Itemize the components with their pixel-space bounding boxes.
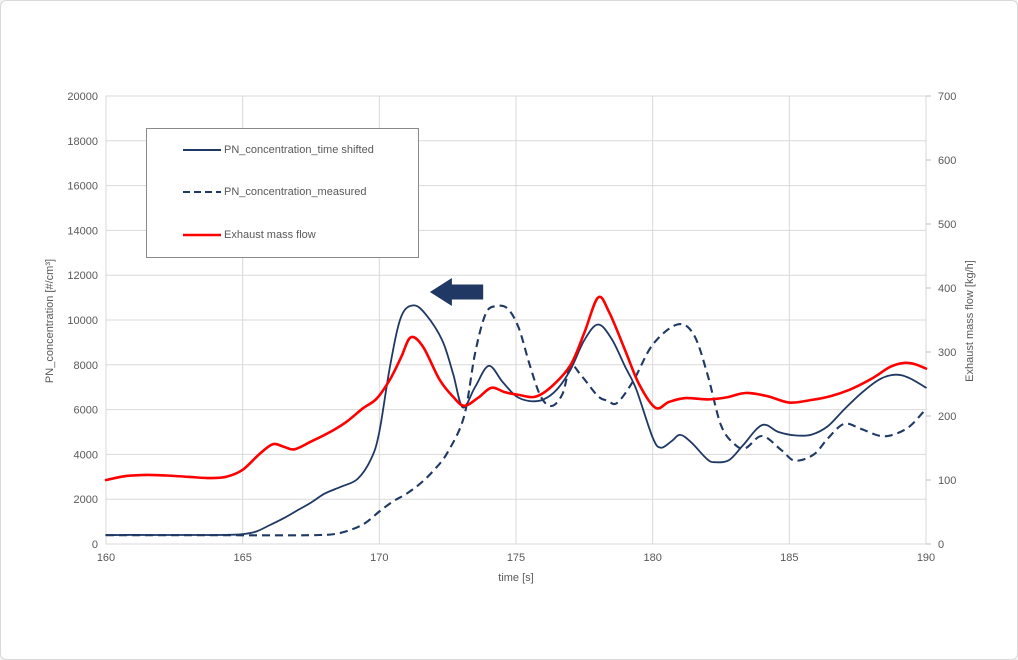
y-right-tick-label: 600 [938,155,956,167]
y-right-tick-label: 100 [938,475,956,487]
y-left-tick-label: 2000 [74,494,98,506]
left-axis-title: PN_concentration [#/cm³] [44,258,56,384]
legend-solid-line-icon [183,233,221,237]
series-line-1 [106,304,927,537]
y-left-tick-label: 16000 [67,181,98,193]
y-left-tick-label: 4000 [74,449,98,461]
x-tick-label: 170 [370,552,388,564]
legend-label: PN_concentration_time shifted [224,144,374,156]
y-left-tick-label: 8000 [74,360,98,372]
y-left-tick-label: 18000 [67,136,98,148]
y-left-tick-label: 12000 [67,270,98,282]
legend-label: Exhaust mass flow [224,229,316,241]
y-right-tick-label: 300 [938,347,956,359]
x-tick-label: 180 [643,552,661,564]
y-left-tick-label: 14000 [67,225,98,237]
x-tick-label: 190 [917,552,935,564]
y-right-tick-label: 700 [938,91,956,103]
y-left-tick-label: 20000 [67,91,98,103]
x-tick-label: 175 [507,552,525,564]
right-axis-title: Exhaust mass flow [kg/h] [964,260,976,382]
legend-item-2: Exhaust mass flow [183,227,316,243]
legend-label: PN_concentration_measured [224,186,367,198]
legend-dashed-line-icon [183,191,221,193]
y-right-tick-label: 200 [938,411,956,423]
x-tick-label: 185 [780,552,798,564]
time-shift-arrow-icon [429,278,484,306]
x-axis-title: time [s] [498,572,534,584]
legend-solid-line-icon [183,149,221,151]
series-line-0 [105,304,927,536]
plot-border [105,95,927,545]
series-line-2 [104,295,928,482]
x-tick-label: 165 [233,552,251,564]
y-left-tick-label: 0 [92,539,98,551]
y-right-tick-label: 0 [938,539,944,551]
y-right-tick-label: 500 [938,219,956,231]
legend-item-1: PN_concentration_measured [183,184,366,200]
legend: PN_concentration_time shifted PN_concentr… [146,128,419,258]
y-right-tick-label: 400 [938,283,956,295]
y-left-tick-label: 10000 [67,315,98,327]
y-left-tick-label: 6000 [74,405,98,417]
legend-item-0: PN_concentration_time shifted [183,142,374,158]
x-tick-label: 160 [97,552,115,564]
